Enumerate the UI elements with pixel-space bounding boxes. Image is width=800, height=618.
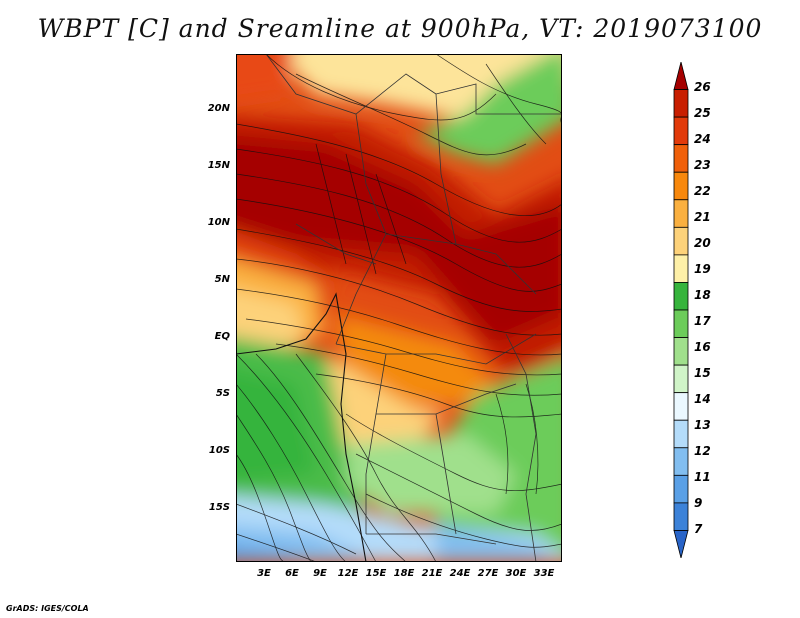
lon-label-12e: 12E: [337, 568, 359, 579]
colorbar-segment: [673, 171, 689, 201]
lon-label-9e: 9E: [313, 568, 327, 579]
colorbar-label-12: 12: [694, 444, 711, 458]
colorbar-label-17: 17: [694, 314, 711, 328]
colorbar-segment: [673, 309, 689, 338]
lon-label-33e: 33E: [533, 568, 555, 579]
colorbar-segment: [673, 337, 689, 366]
lat-label-eq: EQ: [214, 331, 230, 342]
lon-label-3e: 3E: [257, 568, 271, 579]
lon-label-6e: 6E: [285, 568, 299, 579]
wbpt-map: [236, 54, 562, 562]
country-borders: [265, 54, 562, 562]
colorbar-segment: [673, 392, 689, 421]
streamlines: [236, 54, 562, 562]
colorbar-label-26: 26: [694, 80, 711, 94]
grads-credit: GrADS: IGES/COLA: [6, 604, 89, 613]
colorbar-segment: [673, 116, 689, 146]
colorbar-label-23: 23: [694, 158, 711, 172]
colorbar-label-15: 15: [694, 366, 711, 380]
colorbar-segment: [673, 254, 689, 283]
colorbar-segment: [673, 419, 689, 449]
colorbar-segments: [673, 62, 689, 558]
colorbar-label-25: 25: [694, 106, 711, 120]
colorbar-label-24: 24: [694, 132, 711, 146]
colorbar-label-9: 9: [694, 496, 703, 510]
lat-label-10s: 10S: [208, 445, 230, 456]
colorbar-label-13: 13: [694, 418, 711, 432]
colorbar-segment: [673, 199, 689, 228]
lat-label-5s: 5S: [215, 388, 230, 399]
colorbar-label-19: 19: [694, 262, 711, 276]
lat-label-15n: 15N: [207, 160, 230, 171]
colorbar-segment: [673, 447, 689, 476]
coastline: [236, 292, 367, 562]
colorbar-segment: [673, 474, 689, 504]
colorbar-segment: [673, 502, 689, 531]
lon-label-27e: 27E: [477, 568, 499, 579]
colorbar-segment: [673, 282, 689, 311]
lon-label-24e: 24E: [449, 568, 471, 579]
lat-label-15s: 15S: [208, 502, 230, 513]
chart-title: WBPT [C] and Sreamline at 900hPa, VT: 20…: [37, 14, 763, 43]
map-panel: [236, 54, 562, 562]
colorbar-segment: [673, 144, 689, 173]
colorbar: [673, 62, 689, 558]
colorbar-label-22: 22: [694, 184, 711, 198]
colorbar-label-11: 11: [694, 470, 711, 484]
colorbar-segment: [673, 530, 689, 558]
colorbar-label-16: 16: [694, 340, 711, 354]
wbpt-field: [236, 54, 562, 562]
map-frame: [236, 54, 562, 562]
lon-label-30e: 30E: [505, 568, 527, 579]
colorbar-segment: [673, 62, 689, 90]
lat-label-20n: 20N: [207, 103, 230, 114]
colorbar-segment: [673, 89, 689, 118]
lon-label-18e: 18E: [393, 568, 415, 579]
colorbar-segment: [673, 364, 689, 394]
colorbar-label-21: 21: [694, 210, 711, 224]
colorbar-label-14: 14: [694, 392, 711, 406]
colorbar-label-18: 18: [694, 288, 711, 302]
colorbar-label-7: 7: [694, 522, 703, 536]
colorbar-segment: [673, 226, 689, 256]
lat-label-10n: 10N: [207, 217, 230, 228]
colorbar-label-20: 20: [694, 236, 711, 250]
lat-label-5n: 5N: [214, 274, 230, 285]
lon-label-15e: 15E: [365, 568, 387, 579]
lon-label-21e: 21E: [421, 568, 443, 579]
